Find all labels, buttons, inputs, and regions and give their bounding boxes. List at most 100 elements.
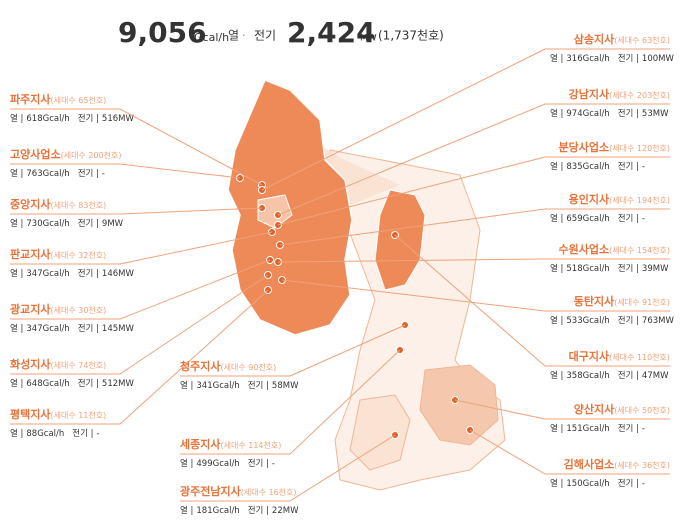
heat-label: 열 | — [10, 114, 23, 124]
branch: 김해사업소(세대수 36천호)열 | 150Gcal/h 전기 | - — [469, 429, 670, 489]
branch: 판교지사(세대수 32천호) 열 | 347Gcal/h 전기 | 146MW — [10, 231, 273, 279]
power-value: - — [642, 162, 645, 172]
branch-values: 열 | 150Gcal/h 전기 | - — [550, 478, 645, 489]
power-label: 전기 | — [248, 458, 269, 469]
power-value: 58MW — [272, 381, 299, 391]
branch-values: 열 | 316Gcal/h 전기 | 100MW — [550, 53, 674, 64]
branch-name: 김해사업소 — [564, 457, 615, 471]
branch-households: (세대수 194천호) — [609, 195, 670, 205]
power-label: 전기 | — [78, 113, 99, 124]
branch-values: 열 | 974Gcal/h 전기 | 53MW — [550, 108, 669, 119]
branch: 세종지사(세대수 114천호)열 | 499Gcal/h 전기 | - — [180, 349, 401, 469]
leader-line — [10, 274, 269, 375]
power-label: 전기 | — [78, 168, 99, 179]
power-value: 22MW — [272, 506, 299, 516]
power-label: 전기 | — [78, 268, 99, 279]
power-label: 전기 | — [248, 505, 269, 516]
branch-name: 판교지사 — [10, 247, 51, 261]
heat-label: 열 | — [550, 109, 563, 119]
branch-title: 파주지사(세대수 65천호) — [10, 92, 106, 106]
heat-value: 499Gcal/h — [196, 459, 239, 469]
leader-line — [277, 156, 670, 226]
branch-title: 용인지사(세대수 194천호) — [569, 192, 670, 206]
branch-values: 열 | 499Gcal/h 전기 | - — [180, 458, 275, 469]
power-value: 47MW — [642, 371, 669, 381]
power-label: 전기 | — [618, 478, 639, 489]
branch: 강남지사(세대수 203천호)열 | 974Gcal/h 전기 | 53MW — [277, 87, 670, 216]
leader-line — [10, 163, 241, 179]
branch-households: (세대수 203천호) — [609, 90, 670, 100]
branch-title: 동탄지사(세대수 91천호) — [574, 294, 670, 308]
power-label: 전기 | — [618, 108, 639, 119]
leader-line — [10, 289, 269, 425]
branch: 중앙지사(세대수 83천호) 열 | 730Gcal/h 전기 | 9MW — [10, 197, 263, 229]
heat-label: 열 | — [550, 264, 563, 274]
branch-values: 열 | 835Gcal/h 전기 | - — [550, 161, 645, 172]
heat-value: 316Gcal/h — [566, 54, 609, 64]
heat-value: 341Gcal/h — [196, 381, 239, 391]
power-value: 512MW — [102, 379, 135, 389]
branch-values: 열 | 618Gcal/h 전기 | 516MW — [10, 113, 134, 124]
header-power-unit: MW — [360, 34, 377, 44]
branch: 수원사업소(세대수 154천호) 열 | 518Gcal/h 전기 | 39MW — [277, 242, 670, 274]
branch-name: 용인지사 — [569, 192, 610, 206]
heat-label: 열 | — [10, 429, 23, 439]
power-value: - — [642, 214, 645, 224]
leader-line — [277, 258, 670, 263]
branch-name: 광교지사 — [10, 302, 51, 316]
branch: 삼송지사(세대수 63천호)열 | 316Gcal/h 전기 | 100MW — [261, 32, 674, 191]
power-value: 146MW — [102, 269, 135, 279]
branch-households: (세대수 91천호) — [614, 297, 670, 307]
branch-title: 수원사업소(세대수 154천호) — [559, 242, 670, 256]
branch-households: (세대수 50천호) — [614, 405, 670, 415]
branch-title: 강남지사(세대수 203천호) — [569, 87, 670, 101]
power-value: 53MW — [642, 109, 669, 119]
branch: 청주지사(세대수 90천호) 열 | 341Gcal/h 전기 | 58MW — [180, 324, 406, 391]
branch-households: (세대수 30천호) — [50, 305, 106, 315]
heat-value: 518Gcal/h — [566, 264, 609, 274]
branch-households: (세대수 200천호) — [61, 150, 122, 160]
heat-label: 열 | — [10, 269, 23, 279]
branch-name: 동탄지사 — [574, 294, 615, 308]
branch-title: 중앙지사(세대수 83천호) — [10, 197, 106, 211]
power-label: 전기 | — [72, 428, 93, 439]
power-value: - — [272, 459, 275, 469]
heat-value: 974Gcal/h — [566, 109, 609, 119]
branch-values: 열 | 518Gcal/h 전기 | 39MW — [550, 263, 669, 274]
power-value: - — [642, 424, 645, 434]
branch-households: (세대수 74천호) — [50, 360, 106, 370]
branch-title: 화성지사(세대수 74천호) — [10, 357, 106, 371]
heat-value: 358Gcal/h — [566, 371, 609, 381]
heat-label: 열 | — [550, 424, 563, 434]
power-label: 전기 | — [618, 53, 639, 64]
branch-title: 광교지사(세대수 30천호) — [10, 302, 106, 316]
branch-name: 대구지사 — [569, 349, 610, 363]
power-value: - — [97, 429, 100, 439]
branch-title: 광주전남지사(세대수 16천호) — [180, 484, 297, 498]
branch: 용인지사(세대수 194천호) 열 | 659Gcal/h 전기 | - — [279, 192, 670, 246]
leader-line — [279, 208, 670, 246]
branch-households: (세대수 63천호) — [614, 35, 670, 45]
branch-name: 강남지사 — [569, 87, 610, 101]
header-heat-unit: Gcal/h — [194, 31, 229, 44]
branch-name: 고양사업소 — [10, 147, 61, 161]
branch-households: (세대수 16천호) — [241, 487, 297, 497]
header-sep: · — [242, 29, 246, 42]
branch-name: 수원사업소 — [559, 242, 610, 256]
branch-title: 분당사업소(세대수 120천호) — [559, 140, 670, 154]
heat-value: 618Gcal/h — [26, 114, 69, 124]
heat-label: 열 | — [550, 214, 563, 224]
leader-line — [469, 429, 670, 475]
header-power: 2,424 — [287, 16, 376, 49]
branch-title: 대구지사(세대수 110천호) — [569, 349, 670, 363]
branch-name: 평택지사 — [10, 407, 51, 421]
power-label: 전기 | — [618, 263, 639, 274]
branch-name: 세종지사 — [180, 437, 221, 451]
power-label: 전기 | — [78, 378, 99, 389]
branch: 평택지사(세대수 11천호)열 | 88Gcal/h 전기 | - — [10, 289, 269, 439]
leader-line — [394, 234, 670, 367]
power-label: 전기 | — [618, 213, 639, 224]
heat-label: 열 | — [550, 162, 563, 172]
branch: 대구지사(세대수 110천호) 열 | 358Gcal/h 전기 | 47MW — [394, 234, 670, 381]
branch-households: (세대수 32천호) — [50, 250, 106, 260]
